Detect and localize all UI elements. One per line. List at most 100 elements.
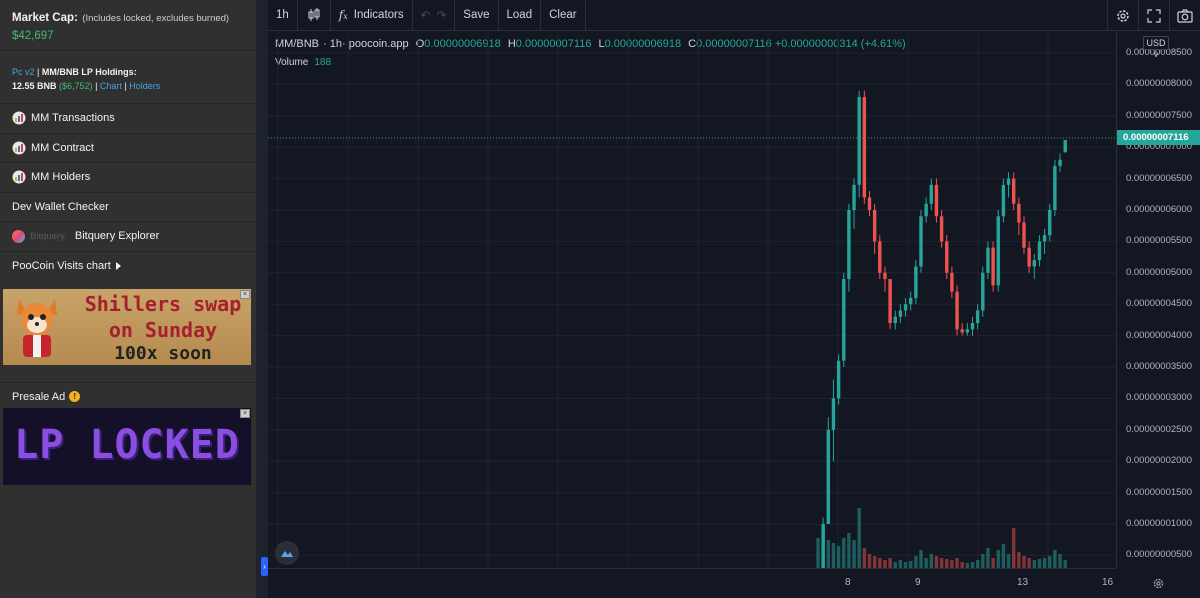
chart-legend: MM/BNB · 1h· poocoin.app O0.00000006918 H…	[275, 38, 906, 50]
volume-bar	[821, 528, 825, 568]
volume-bar	[1006, 554, 1011, 568]
candle-body	[893, 316, 897, 324]
volume-bar	[1032, 560, 1036, 568]
legend-high: 0.00000007116	[515, 38, 592, 50]
ad-line-1: Shillers swap	[84, 292, 242, 316]
ad-choices-icon[interactable]: ×	[240, 409, 250, 418]
candle-body	[872, 210, 877, 242]
lp-usd-amount: ($6,752)	[59, 81, 93, 91]
volume-bar	[1048, 556, 1052, 568]
sidebar-item-mm-transactions[interactable]: MM Transactions	[0, 104, 256, 134]
presale-ad-header: Presale Ad !	[0, 382, 256, 410]
candlestick-chart[interactable]	[268, 32, 1116, 568]
sidebar-item-label: MM Contract	[31, 141, 94, 154]
volume-bar	[986, 548, 990, 568]
candle-body	[970, 323, 975, 330]
price-tick: 0.00000004000	[1125, 329, 1192, 341]
chart-type-button[interactable]	[298, 0, 331, 31]
gear-icon	[1117, 9, 1129, 22]
volume-value: 188	[314, 57, 332, 68]
caret-right-icon	[115, 262, 121, 271]
settings-button[interactable]	[1107, 0, 1138, 31]
clear-button[interactable]: Clear	[541, 0, 586, 31]
volume-bar	[862, 548, 867, 568]
volume-bar	[975, 560, 980, 568]
volume-bar	[1017, 552, 1021, 568]
legend-source: poocoin.app	[348, 38, 409, 50]
ad-choices-icon[interactable]: ×	[240, 290, 250, 299]
pc-version-link[interactable]: Pc v2	[12, 67, 35, 77]
lp-chart-link[interactable]: Chart	[99, 81, 122, 91]
candle-body	[991, 247, 995, 286]
ad-banner-shillers-swap[interactable]: Shillers swap on Sunday 100x soon ×	[3, 289, 251, 365]
price-tick: 0.00000001000	[1125, 518, 1192, 529]
price-tick: 0.00000007500	[1125, 109, 1192, 121]
volume-bar	[965, 563, 970, 568]
candle-body	[852, 184, 856, 210]
volume-bar	[919, 550, 923, 568]
volume-bar	[945, 559, 949, 568]
ad-banner-lp-locked[interactable]: LP LOCKED ×	[3, 408, 251, 485]
lp-holders-link[interactable]: Holders	[129, 81, 161, 91]
currency-select[interactable]: USD ˅	[1143, 36, 1169, 60]
lp-separator: |	[92, 81, 100, 91]
market-cap-value: $42,697	[12, 30, 54, 42]
volume-bar	[934, 556, 939, 568]
sidebar-item-poocoin-visits-chart[interactable]: PooCoin Visits chart	[0, 252, 256, 282]
candle-body	[981, 272, 985, 311]
sidebar-item-mm-holders[interactable]: MM Holders	[0, 163, 256, 193]
scale-settings-button[interactable]	[1117, 569, 1200, 598]
gear-icon	[1153, 578, 1164, 589]
sidebar-item-label: Bitquery Explorer	[74, 230, 160, 243]
candle-body	[1001, 184, 1006, 217]
undo-icon: ↶	[420, 10, 431, 22]
candle-body	[1058, 159, 1062, 167]
price-tick: 0.00000005500	[1125, 235, 1192, 247]
volume-bar	[1001, 544, 1006, 568]
indicators-button[interactable]: fx Indicators	[331, 0, 413, 31]
candle-body	[960, 329, 964, 333]
candle-body	[975, 310, 980, 324]
price-scale[interactable]: 0.00000008500 0.00000008000 0.00000007500 0…	[1116, 32, 1200, 568]
time-tick: 9	[915, 577, 921, 588]
ad-line-2: on Sunday	[108, 318, 218, 342]
tradingview-logo-icon[interactable]	[275, 541, 299, 565]
volume-bar	[842, 538, 846, 568]
time-axis[interactable]: 8 9 13 16	[268, 568, 1116, 598]
sidebar-item-dev-wallet-checker[interactable]: Dev Wallet Checker	[0, 193, 256, 222]
collapse-sidebar-handle[interactable]: ›	[261, 557, 268, 576]
sidebar-item-bitquery-explorer[interactable]: Bitquery Bitquery Explorer	[0, 222, 256, 252]
candle-body	[1063, 139, 1067, 153]
screenshot-button[interactable]	[1169, 0, 1200, 31]
volume-bar	[1058, 554, 1062, 568]
last-price-label: 0.00000007116	[1117, 130, 1200, 145]
token-icon	[12, 170, 26, 184]
candle-body	[929, 184, 933, 204]
sidebar-item-label: MM Holders	[31, 171, 91, 184]
candle-body	[924, 203, 928, 217]
info-icon[interactable]: !	[69, 391, 81, 402]
candle-body	[1032, 260, 1036, 267]
interval-button[interactable]: 1h	[268, 0, 298, 31]
chart-panel: 1h fx Indicators ↶ ↷ Save Load Clear MM/…	[268, 0, 1200, 598]
fullscreen-button[interactable]	[1138, 0, 1169, 31]
fullscreen-icon	[1147, 8, 1161, 23]
sidebar-item-mm-contract[interactable]: MM Contract	[0, 134, 256, 163]
panel-divider[interactable]	[256, 0, 268, 598]
candle-body	[945, 241, 949, 273]
price-tick: 0.00000002000	[1125, 455, 1192, 467]
volume-bar	[914, 556, 918, 568]
currency-label: USD	[1146, 38, 1166, 48]
candle-body	[955, 291, 959, 330]
load-button[interactable]: Load	[499, 0, 542, 31]
fox-mascot-icon	[17, 299, 57, 357]
presale-ad-label: Presale Ad	[12, 390, 66, 403]
price-tick: 0.00000007000	[1125, 141, 1192, 153]
volume-bar	[955, 558, 959, 568]
indicators-label: Indicators	[353, 9, 404, 21]
undo-button[interactable]: ↶ ↷	[413, 0, 456, 31]
market-cap-heading: Market Cap: (Includes locked, excludes b…	[12, 8, 244, 26]
volume-bar	[872, 556, 877, 568]
volume-bar	[991, 558, 995, 568]
save-button[interactable]: Save	[455, 0, 499, 31]
